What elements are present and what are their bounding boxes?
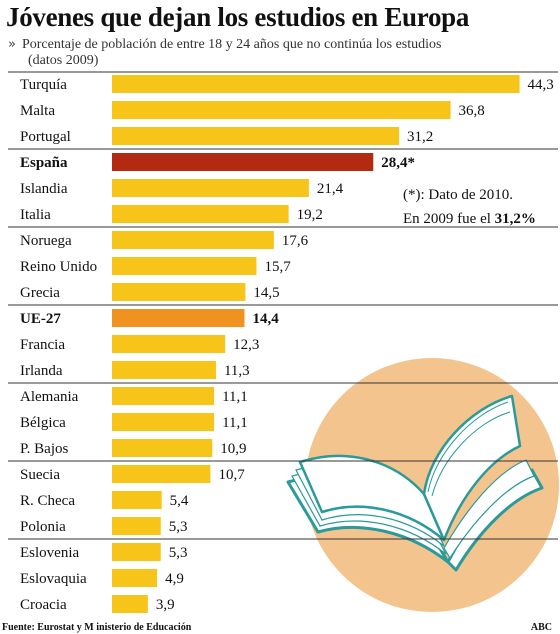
value-label: 3,9 <box>156 597 175 613</box>
bar <box>112 153 374 171</box>
category-label: España <box>20 155 68 171</box>
category-label: Bélgica <box>20 415 66 431</box>
value-label: 14,4 <box>252 311 279 327</box>
value-label: 5,4 <box>170 493 189 509</box>
category-label: Eslovenia <box>20 545 79 561</box>
value-label: 14,5 <box>253 285 279 301</box>
bar <box>112 439 213 457</box>
value-label: 12,3 <box>233 337 259 353</box>
credit-label: ABC <box>530 622 552 633</box>
category-label: Irlanda <box>20 363 63 379</box>
value-label: 31,2 <box>407 129 433 145</box>
bar <box>112 569 158 587</box>
bar <box>112 283 246 301</box>
category-label: Suecia <box>20 467 60 483</box>
category-label: Turquía <box>20 77 67 93</box>
subtitle-continuation: (datos 2009) <box>28 53 99 68</box>
category-label: Noruega <box>20 233 72 249</box>
footnote: (*): Dato de 2010. En 2009 fue el 31,2% <box>403 183 560 231</box>
value-label: 10,9 <box>220 441 246 457</box>
footnote-prefix: En 2009 fue el <box>403 211 495 227</box>
chevron-right-icon: » <box>8 37 16 52</box>
bar <box>112 387 215 405</box>
value-label: 15,7 <box>264 259 291 275</box>
bar <box>112 127 400 145</box>
category-label: Portugal <box>20 129 71 145</box>
value-label: 44,3 <box>528 77 554 93</box>
category-label: Alemania <box>20 389 79 405</box>
value-label: 21,4 <box>317 181 344 197</box>
bar <box>112 101 451 119</box>
value-label: 11,3 <box>224 363 250 379</box>
value-label: 19,2 <box>297 207 323 223</box>
category-label: Reino Unido <box>20 259 97 275</box>
category-label: Polonia <box>20 519 66 535</box>
value-label: 36,8 <box>459 103 485 119</box>
value-label: 4,9 <box>165 571 184 587</box>
subtitle-text: Porcentaje de población de entre 18 y 24… <box>21 37 442 52</box>
footnote-line-1: (*): Dato de 2010. <box>403 187 513 203</box>
open-book-icon <box>286 358 559 612</box>
bar <box>112 205 289 223</box>
chart-subtitle: » Porcentaje de población de entre 18 y 2… <box>8 37 528 69</box>
value-label: 11,1 <box>222 415 248 431</box>
bar <box>112 335 226 353</box>
bar <box>112 595 148 613</box>
source-line: Fuente: Eurostat y M inisterio de Educac… <box>2 622 192 633</box>
value-label: 28,4* <box>381 155 415 171</box>
bar <box>112 517 161 535</box>
bar <box>112 75 520 93</box>
value-label: 17,6 <box>282 233 309 249</box>
bar <box>112 257 257 275</box>
category-label: P. Bajos <box>20 441 69 457</box>
bar <box>112 309 245 327</box>
chart-title: Jóvenes que dejan los estudios en Europa <box>6 2 470 32</box>
value-label: 5,3 <box>169 519 188 535</box>
value-label: 5,3 <box>169 545 188 561</box>
footnote-line-2: En 2009 fue el 31,2% <box>403 207 560 231</box>
category-label: Grecia <box>20 285 60 301</box>
bar <box>112 361 216 379</box>
category-label: Islandia <box>20 181 68 197</box>
category-label: Malta <box>20 103 55 119</box>
bar <box>112 413 215 431</box>
category-label: Eslovaquia <box>20 571 87 587</box>
bar <box>112 179 309 197</box>
bar <box>112 465 211 483</box>
category-label: R. Checa <box>20 493 75 509</box>
category-label: Italia <box>20 207 51 223</box>
category-label: Francia <box>20 337 65 353</box>
category-label: Croacia <box>20 597 67 613</box>
bar <box>112 543 161 561</box>
category-label: UE-27 <box>20 311 61 327</box>
bar <box>112 491 162 509</box>
value-label: 11,1 <box>222 389 248 405</box>
value-label: 10,7 <box>218 467 245 483</box>
bar <box>112 231 274 249</box>
footnote-value: 31,2% <box>494 211 536 227</box>
